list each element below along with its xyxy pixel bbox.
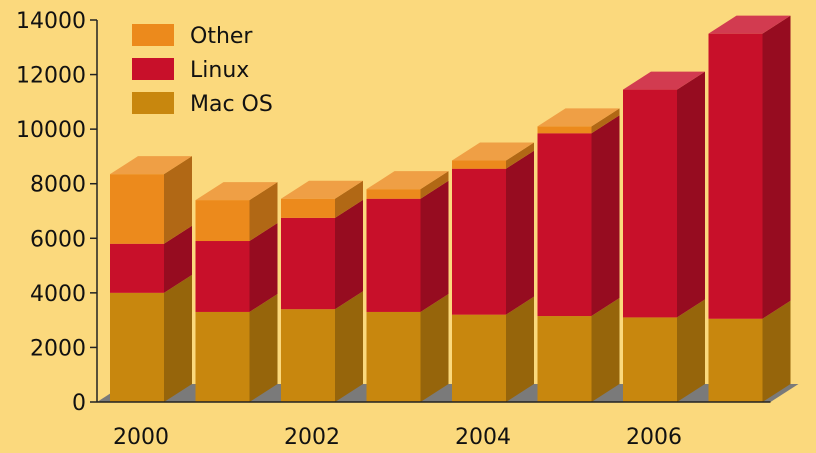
bar-side-linux-2005 <box>591 115 620 317</box>
bar-stack-2000 <box>110 156 192 402</box>
bar-top-linux-2007 <box>708 15 791 34</box>
legend-swatch-linux <box>132 58 174 80</box>
bar-stack-2006 <box>623 71 705 402</box>
bar-top-other-2001 <box>195 182 278 201</box>
bar-side-linux-2001 <box>249 223 278 312</box>
bar-stack-2005 <box>537 108 620 402</box>
bar-mac-os-2001 <box>195 311 250 402</box>
bar-side-other-2005 <box>591 108 620 134</box>
bar-linux-2003 <box>366 198 421 312</box>
bar-top-other-2003 <box>366 171 449 190</box>
bar-stack-2003 <box>366 171 449 402</box>
bar-linux-2007 <box>708 33 763 319</box>
bar-stack-2002 <box>281 180 363 402</box>
bar-side-mac-os-2002 <box>335 291 363 402</box>
bar-side-other-2004 <box>506 142 534 169</box>
legend-label-linux: Linux <box>190 58 249 83</box>
bar-other-2003 <box>366 189 421 199</box>
bar-side-linux-2003 <box>420 180 449 312</box>
bar-other-2000 <box>110 174 164 244</box>
y-tick-label: 4000 <box>30 282 86 307</box>
bar-side-linux-2000 <box>164 225 192 293</box>
y-tick-label: 10000 <box>16 118 86 143</box>
bar-side-linux-2002 <box>335 199 363 310</box>
x-tick-label: 2000 <box>113 425 169 450</box>
bar-side-mac-os-2005 <box>591 298 620 402</box>
bar-top-other-2000 <box>110 156 192 175</box>
bar-side-mac-os-2006 <box>677 299 705 402</box>
legend-label-mac-os: Mac OS <box>190 92 273 117</box>
bar-mac-os-2003 <box>366 311 421 402</box>
bar-side-linux-2007 <box>762 15 791 319</box>
bar-linux-2000 <box>110 243 164 293</box>
bar-other-2001 <box>195 200 250 242</box>
bar-mac-os-2004 <box>452 314 506 402</box>
bar-side-mac-os-2000 <box>164 274 192 402</box>
y-tick-label: 0 <box>72 391 86 416</box>
bar-mac-os-2006 <box>623 317 677 402</box>
y-tick-label: 8000 <box>30 173 86 198</box>
bar-group <box>110 15 791 402</box>
y-tick-label: 12000 <box>16 64 86 89</box>
bar-other-2002 <box>281 198 335 218</box>
legend-swatch-mac-os <box>132 92 174 114</box>
bar-other-2005 <box>537 126 592 134</box>
bar-side-linux-2004 <box>506 150 534 315</box>
bar-side-linux-2006 <box>677 71 705 318</box>
bar-top-other-2002 <box>281 180 363 199</box>
bar-side-mac-os-2004 <box>506 296 534 402</box>
x-tick-label: 2002 <box>284 425 340 450</box>
bar-linux-2006 <box>623 89 677 318</box>
bar-top-other-2005 <box>537 108 620 127</box>
bar-side-other-2001 <box>249 182 278 242</box>
legend-swatch-other <box>132 24 174 46</box>
x-tick-label: 2006 <box>626 425 682 450</box>
bar-linux-2002 <box>281 217 335 310</box>
bar-linux-2001 <box>195 241 250 312</box>
bar-mac-os-2000 <box>110 292 164 402</box>
bar-linux-2004 <box>452 168 506 315</box>
bar-mac-os-2002 <box>281 309 335 402</box>
y-tick-label: 14000 <box>16 9 86 34</box>
bar-mac-os-2007 <box>708 318 763 402</box>
bar-side-other-2002 <box>335 180 363 218</box>
axes: 0 2000 4000 6000 8000 10000 12000 14000 2000 2002… <box>16 9 771 450</box>
bar-top-linux-2006 <box>623 71 705 90</box>
legend: Other Linux Mac OS <box>132 24 273 117</box>
x-tick-label: 2004 <box>455 425 511 450</box>
bar-side-mac-os-2007 <box>762 300 791 402</box>
bar-stack-2001 <box>195 182 278 402</box>
bar-linux-2005 <box>537 133 592 317</box>
y-tick-label: 2000 <box>30 336 86 361</box>
bar-top-other-2004 <box>452 142 534 161</box>
legend-label-other: Other <box>190 24 253 49</box>
bar-mac-os-2005 <box>537 316 592 402</box>
bar-side-mac-os-2001 <box>249 293 278 402</box>
bar-side-other-2003 <box>420 171 449 199</box>
bar-stack-2004 <box>452 142 534 402</box>
bar-side-mac-os-2003 <box>420 293 449 402</box>
y-tick-label: 6000 <box>30 227 86 252</box>
bar-side-other-2000 <box>164 156 192 244</box>
bar-stack-2007 <box>708 15 791 402</box>
bar-other-2004 <box>452 160 506 169</box>
